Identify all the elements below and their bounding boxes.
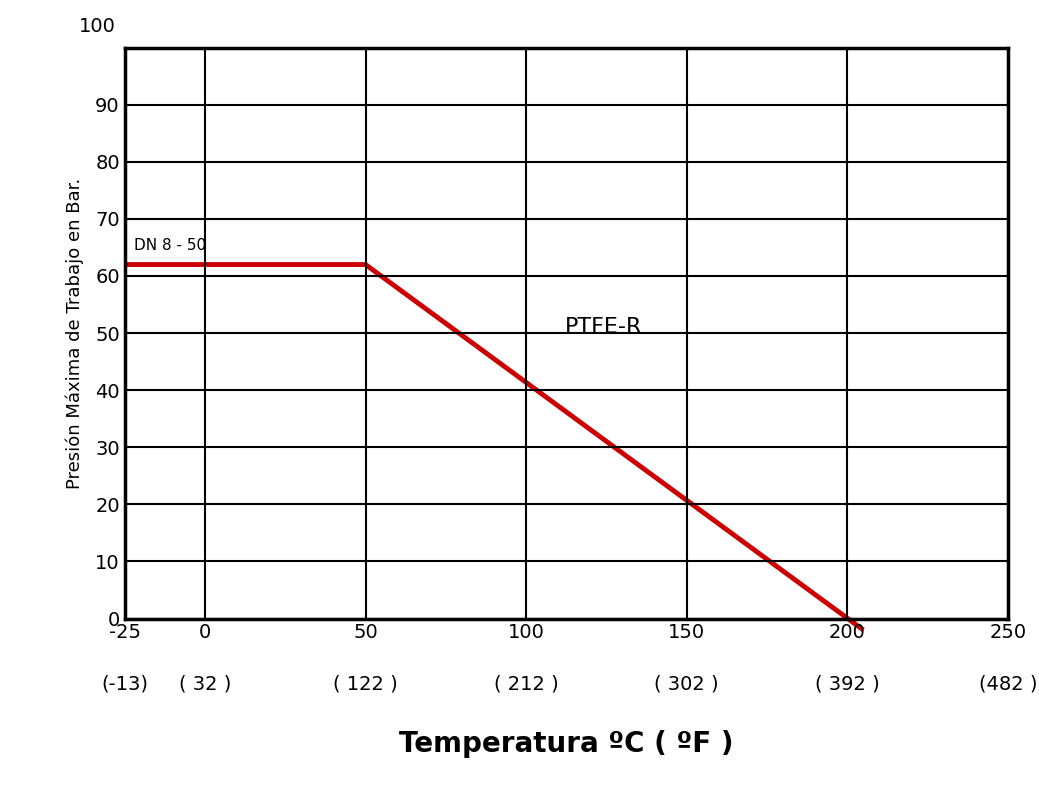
Text: ( 122 ): ( 122 ): [334, 674, 398, 693]
Text: DN 8 - 50: DN 8 - 50: [134, 238, 207, 253]
Text: ( 32 ): ( 32 ): [179, 674, 231, 693]
Text: PTFE-R: PTFE-R: [564, 317, 642, 337]
Text: (-13): (-13): [101, 674, 149, 693]
Text: 100: 100: [79, 17, 115, 36]
Text: ( 212 ): ( 212 ): [494, 674, 559, 693]
Text: ( 392 ): ( 392 ): [815, 674, 880, 693]
Text: (482 ): (482 ): [979, 674, 1037, 693]
Text: ( 302 ): ( 302 ): [655, 674, 719, 693]
Y-axis label: Presión Máxima de Trabajo en Bar.: Presión Máxima de Trabajo en Bar.: [65, 178, 84, 488]
Text: Temperatura ºC ( ºF ): Temperatura ºC ( ºF ): [399, 730, 734, 758]
